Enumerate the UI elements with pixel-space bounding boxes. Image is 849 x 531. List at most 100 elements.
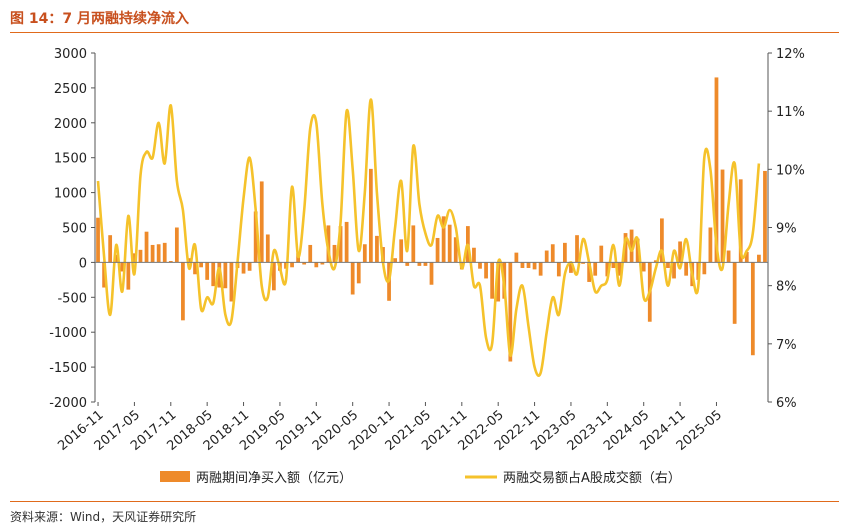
bar-net-buy — [532, 262, 537, 270]
bar-net-buy — [672, 262, 676, 279]
bar-net-buy — [617, 262, 622, 276]
bar-net-buy — [162, 242, 167, 263]
right-tick-label: 7% — [776, 338, 797, 353]
bar-net-buy — [368, 168, 373, 263]
bar-net-buy — [108, 235, 113, 263]
right-tick-label: 11% — [776, 105, 805, 120]
bar-net-buy — [496, 262, 501, 302]
bar-net-buy — [744, 251, 749, 263]
bar-net-buy — [181, 262, 185, 321]
bar-net-buy — [399, 239, 404, 263]
bar-net-buy — [757, 254, 761, 263]
bar-net-buy — [265, 234, 270, 263]
bar-net-buy — [684, 262, 689, 276]
bar-net-buy — [678, 241, 682, 263]
left-tick-label: 1500 — [54, 152, 87, 167]
bar-net-buy — [569, 262, 573, 273]
right-tick-label: 8% — [776, 280, 797, 295]
bar-net-buy — [144, 231, 149, 263]
bar-net-buy — [223, 262, 228, 289]
source-note: 资料来源：Wind，天风证券研究所 — [10, 510, 197, 524]
legend-line-label: 两融交易额占A股成交额（右） — [503, 470, 681, 486]
bar-net-buy — [750, 262, 755, 356]
bar-net-buy — [575, 235, 579, 263]
bar-net-buy — [708, 227, 713, 263]
bar-net-buy — [538, 262, 543, 276]
bar-net-buy — [447, 224, 452, 263]
bar-net-buy — [453, 237, 458, 263]
bar-net-buy — [478, 262, 482, 269]
bar-net-buy — [338, 226, 343, 263]
bar-net-buy — [611, 262, 616, 268]
bar-net-buy — [629, 229, 634, 263]
bar-net-buy — [435, 237, 440, 263]
bar-net-buy — [702, 262, 707, 275]
bar-net-buy — [126, 262, 131, 290]
bar-net-buy — [350, 262, 355, 295]
line-margin-share — [96, 98, 761, 377]
left-tick-label: 0 — [79, 256, 87, 271]
bar-net-buy — [362, 244, 367, 263]
bar-net-buy — [423, 262, 428, 266]
bar-net-buy — [653, 260, 658, 263]
right-tick-label: 6% — [776, 396, 797, 411]
left-tick-label: -1500 — [49, 361, 87, 376]
right-tick-label: 9% — [776, 222, 797, 237]
bar-net-buy — [417, 262, 422, 266]
bar-net-buy — [156, 244, 161, 263]
bar-net-buy — [726, 250, 731, 263]
bar-net-buy — [635, 238, 640, 263]
bar-net-buy — [484, 262, 488, 279]
bar-net-buy — [441, 216, 446, 263]
bar-net-buy — [193, 262, 197, 275]
bottom-rule — [10, 501, 839, 502]
bar-net-buy — [490, 262, 495, 299]
bar-net-buy — [150, 244, 155, 263]
bar-net-buy — [290, 262, 294, 268]
bar-net-buy — [660, 218, 664, 263]
bar-net-buy — [217, 262, 222, 288]
bar-net-buy — [623, 233, 628, 263]
bar-net-buy — [520, 262, 525, 268]
bar-net-buy — [96, 217, 100, 263]
bar-net-buy — [550, 244, 555, 263]
bar-net-buy — [320, 262, 325, 265]
bar-net-buy — [720, 169, 725, 263]
bar-net-buy — [641, 262, 646, 272]
bar-net-buy — [526, 262, 531, 268]
bar-net-buy — [114, 254, 119, 263]
bar-net-buy — [593, 262, 598, 276]
bar-net-buy — [102, 262, 106, 288]
bar-net-buy — [259, 181, 264, 263]
bar-net-buy — [714, 77, 719, 263]
bar-net-buy — [120, 262, 125, 272]
bar-net-buy — [138, 249, 143, 263]
left-tick-label: 2000 — [54, 117, 87, 132]
right-tick-label: 12% — [776, 47, 805, 62]
bar-net-buy — [581, 262, 585, 264]
bar-net-buy — [302, 262, 307, 265]
bar-net-buy — [763, 170, 767, 263]
bar-net-buy — [732, 262, 737, 324]
legend-bar-label: 两融期间净买入额（亿元） — [196, 471, 352, 486]
figure-title: 图 14：7 月两融持续净流入 — [10, 11, 189, 27]
bar-net-buy — [241, 262, 246, 274]
bar-net-buy — [411, 225, 416, 263]
bar-net-buy — [314, 262, 319, 268]
left-tick-label: 1000 — [54, 187, 87, 202]
bar-net-buy — [253, 211, 258, 263]
legend-bar-swatch — [160, 471, 190, 482]
bar-net-buy — [429, 262, 434, 285]
bar-net-buy — [508, 262, 513, 362]
bar-net-buy — [514, 252, 519, 263]
bar-net-buy — [174, 227, 179, 263]
bar-net-buy — [587, 262, 592, 282]
bar-net-buy — [332, 244, 337, 263]
right-tick-label: 10% — [776, 163, 805, 178]
left-tick-label: -2000 — [49, 396, 87, 411]
bar-net-buy — [211, 262, 216, 287]
bar-net-buy — [472, 247, 476, 263]
left-tick-label: -500 — [57, 291, 87, 306]
bar-net-buy — [393, 258, 398, 263]
